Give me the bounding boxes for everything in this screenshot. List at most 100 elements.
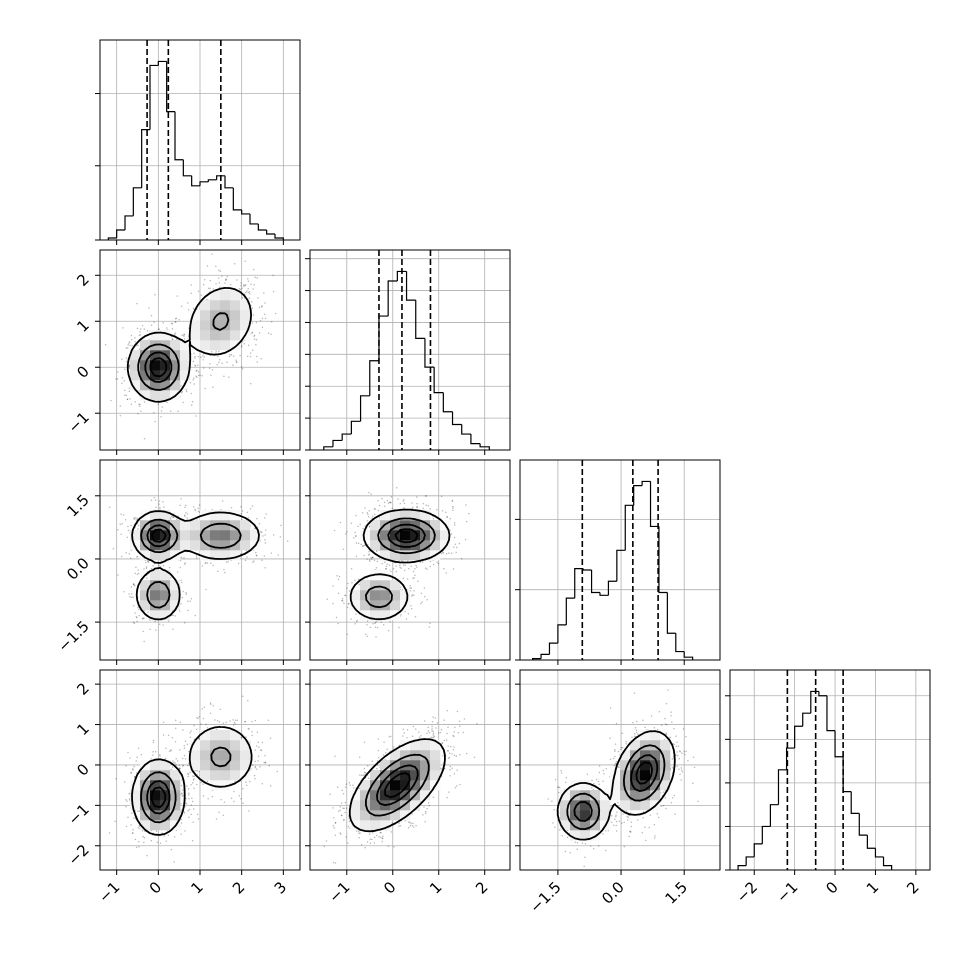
sample-point [133,584,136,587]
sample-point [399,564,401,567]
density-cell [390,510,401,521]
sample-point [247,291,250,294]
sample-point [355,555,358,558]
histogram-panel-1 [305,249,511,455]
hist-bin [745,856,755,866]
sample-point [136,620,138,623]
sample-point [254,760,257,763]
sample-point [403,506,405,509]
contour-level-1 [140,518,242,609]
sample-point [248,810,250,812]
sample-point [420,592,423,594]
sample-point [425,494,427,497]
hist-bin [753,843,763,857]
sample-point [184,758,187,760]
sample-point [341,599,343,602]
density-cell [150,810,161,821]
sample-point [258,746,260,749]
sample-point [202,283,205,286]
hist-bin [132,187,142,216]
sample-point [108,506,111,509]
sample-point [251,332,253,334]
sample-point [172,516,174,519]
sample-point [233,800,235,803]
sample-point [241,287,243,290]
sample-point [261,783,264,785]
sample-point [205,561,207,564]
sample-point [126,346,129,349]
density-cell [210,770,221,781]
density-cell [160,570,171,581]
sample-point [128,793,130,795]
sample-point [137,840,140,843]
sample-point [269,737,272,740]
sample-point [154,294,156,296]
sample-point [180,556,183,559]
density-cell [230,300,241,311]
sample-point [150,839,153,842]
sample-point [261,317,264,320]
sample-point [420,602,422,605]
sample-point [204,387,206,390]
density-cell [220,770,231,781]
sample-point [368,553,371,556]
sample-point [190,730,192,732]
sample-point [212,704,215,707]
sample-point [141,617,144,620]
hist-bin [166,61,175,113]
sample-point [143,610,145,612]
hist-bin [599,592,609,596]
sample-point [193,724,195,727]
hist-bin [633,485,643,506]
sample-point [210,562,212,564]
sample-point [244,721,247,723]
density-cell [230,520,241,531]
sample-point [249,780,251,783]
density-cell [440,530,451,541]
density-cell [170,340,181,351]
sample-point [367,513,369,516]
density-cell [140,770,151,781]
sample-point [215,352,217,354]
sample-point [357,578,360,580]
sample-point [261,559,263,561]
sample-point [370,557,372,559]
density-cell [140,800,151,811]
sample-point [354,579,356,582]
sample-point [183,754,186,757]
density-cell [160,370,171,381]
density-cell [130,350,141,361]
sample-point [139,403,141,405]
sample-point [240,366,243,368]
sample-point [341,597,344,600]
hist-bin [224,175,234,189]
sample-point [125,805,127,808]
sample-point [197,355,200,358]
sample-point [245,781,247,783]
hist-bin [557,624,567,644]
sample-point [191,800,194,803]
sample-point [240,346,243,348]
density-cell [140,340,151,351]
sample-point [245,784,248,787]
hist-bin [396,270,407,281]
sample-point [414,567,416,570]
sample-point [183,333,186,336]
hist-bin [350,420,361,435]
sample-point [366,620,369,622]
sample-point [128,390,131,392]
sample-point [125,765,127,767]
sample-point [452,546,455,548]
contour-level-1 [365,517,436,609]
hist-bin [424,338,435,368]
sample-point [194,508,196,511]
density-cell [220,530,231,541]
sample-point [251,731,253,733]
sample-point [222,722,225,724]
sample-point [392,567,395,570]
sample-point [411,502,413,504]
sample-point [184,515,186,517]
sample-point [174,615,176,617]
sample-point [127,751,129,754]
hist-bin [157,60,167,66]
